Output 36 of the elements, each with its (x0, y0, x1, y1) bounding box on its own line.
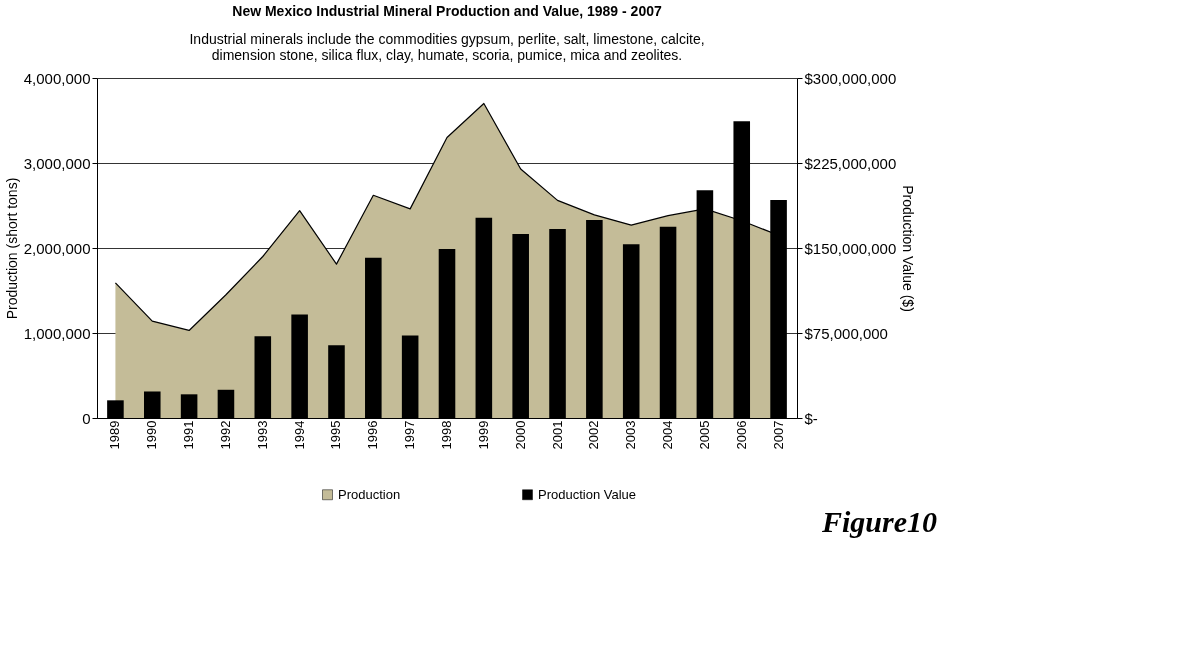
x-tick-label: 1997 (402, 420, 418, 450)
y-tick-label: 2,000,000 (23, 239, 91, 257)
x-tick-label: 2003 (623, 420, 639, 450)
x-tick-label: 2005 (696, 420, 712, 450)
x-tick-label: 2006 (733, 420, 749, 450)
x-tick-label: 1995 (328, 420, 344, 450)
y2-tick-label: $150,000,000 (804, 239, 897, 257)
x-tick-label: 1991 (181, 420, 197, 450)
y-tick-label: 4,000,000 (23, 69, 91, 87)
x-tick-label: 1992 (217, 420, 233, 450)
y2-tick-label: $- (804, 409, 818, 427)
y2-tick-label: $225,000,000 (804, 154, 897, 172)
x-tick-label: 1993 (254, 420, 270, 450)
caption: Figure10 (820, 505, 937, 538)
x-tick-label: 1996 (365, 420, 381, 450)
legend-label: Production Value (538, 486, 637, 502)
x-tick-label: 2001 (549, 420, 565, 450)
x-tick-label: 1998 (439, 420, 454, 450)
y-axis-title: Production (short tons) (3, 177, 20, 320)
y2-tick-label: $300,000,000 (804, 69, 897, 87)
x-tick-label: 2002 (586, 420, 602, 450)
x-tick-label: 2004 (660, 420, 676, 450)
y2-tick-label: $75,000,000 (804, 324, 888, 342)
chart-title: New Mexico Industrial Mineral Production and Value, 1989 - 2007 (232, 3, 662, 19)
y-tick-label: 3,000,000 (23, 154, 91, 172)
x-tick-label: 1994 (291, 420, 307, 450)
legend-label: Production (338, 486, 401, 502)
x-tick-label: 1990 (144, 420, 160, 450)
chart-subtitle: Industrial minerals include the commodities gypsum, perlite, salt, limestone, calcite, dimension stone, silica flux, clay, humate, scoria, pumice, mica and zeolites. (189, 31, 705, 63)
y2-axis-title: Production Value ($) (900, 185, 917, 312)
x-tick-label: 2007 (770, 420, 786, 450)
x-tick-label: 1989 (107, 420, 123, 450)
y-tick-label: 0 (82, 409, 91, 427)
y-tick-label: 1,000,000 (23, 324, 91, 342)
x-tick-label: 2000 (512, 420, 528, 450)
x-tick-label: 1999 (475, 420, 491, 450)
